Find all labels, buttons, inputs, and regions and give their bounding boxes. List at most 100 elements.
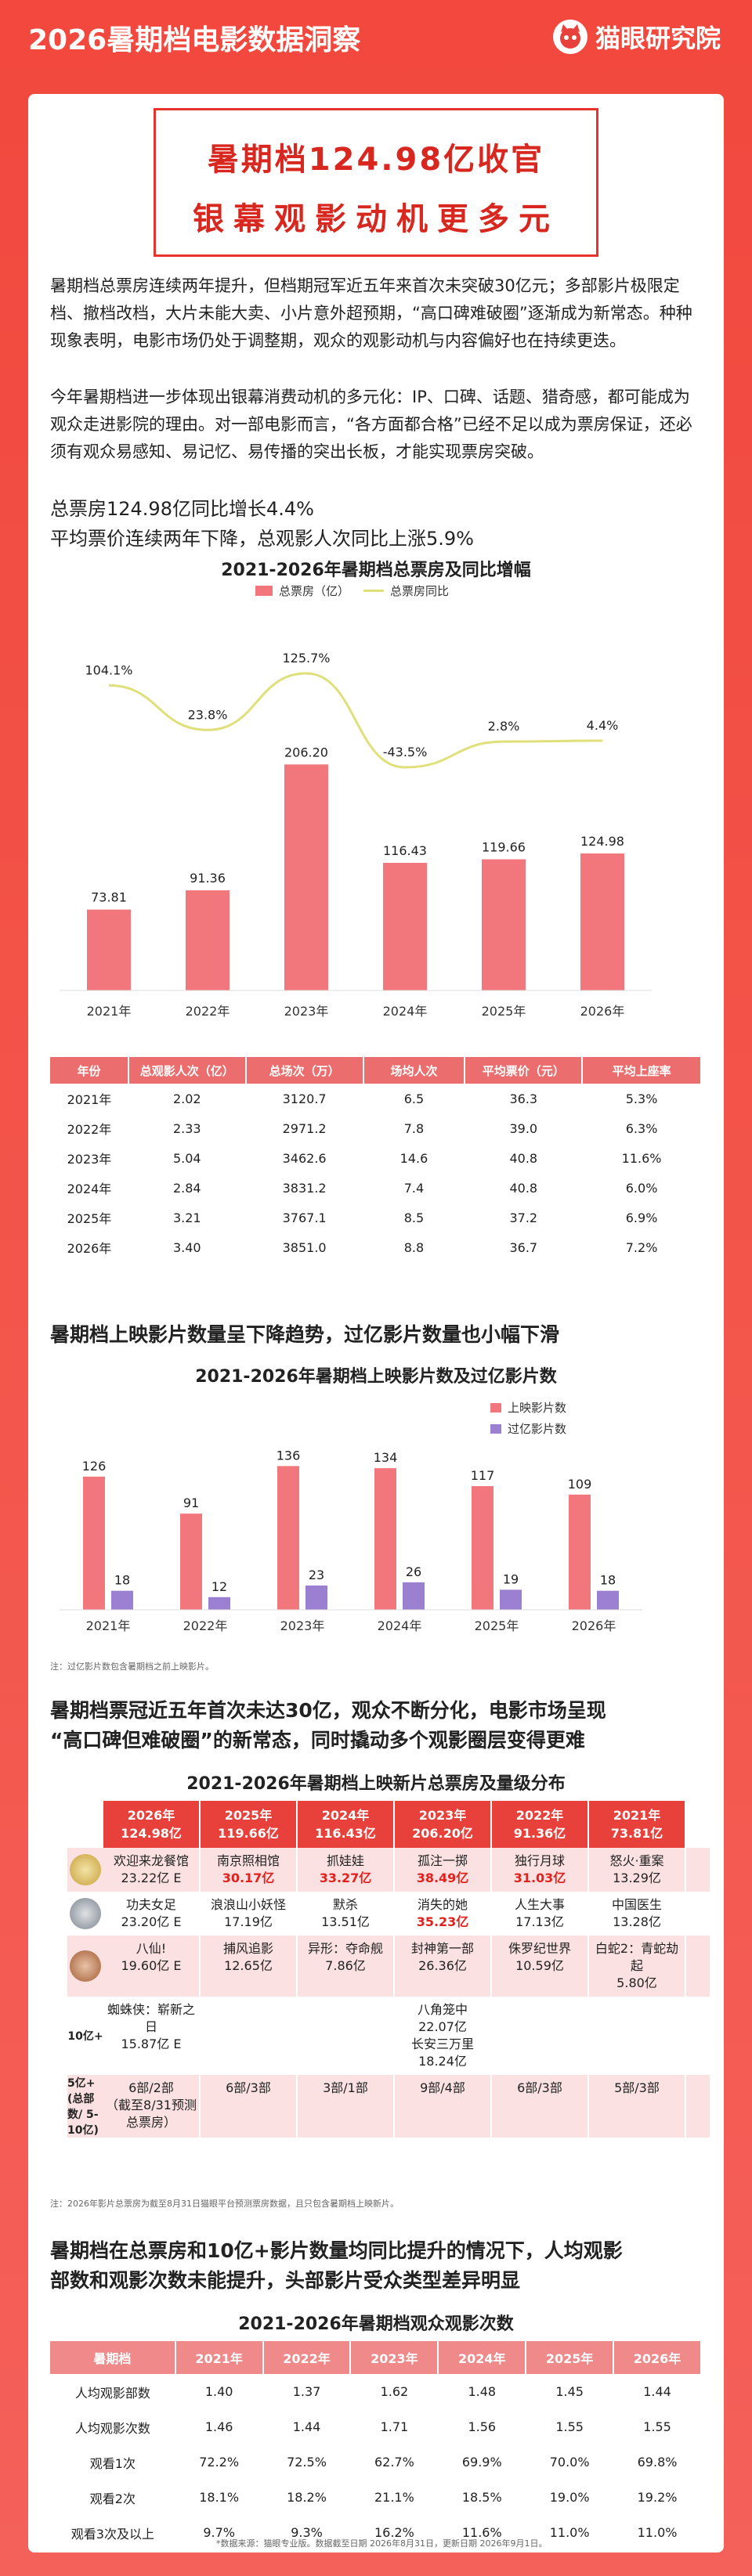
viewing-col-header: 暑期档 [50,2341,176,2374]
viewing-row: 观看2次 18.1% 18.2% 21.1% 18.5% 19.0% 19.2% [50,2480,701,2515]
brand: 猫眼研究院 [552,19,721,55]
film-title: 长安三万里 [410,2037,474,2051]
viewing-cell: 11.0% [637,2525,678,2540]
viewing-col-header: 2021年 [175,2341,264,2374]
released-bar [83,1476,105,1610]
distribution-cell: 蜘蛛侠：崭新之日 15.87亿 E [103,1997,201,2075]
viewing-cell: 72.2% [199,2455,240,2470]
box-office-label: 119.66 [482,839,526,854]
x-tick-label: 2026年 [580,1004,625,1019]
film-box-office: 10.59亿 [515,1958,564,1973]
metrics-row: 2026年 3.40 3851.0 8.8 36.7 7.2% [50,1232,701,1262]
film-title: 独行月球 [514,1853,565,1868]
distribution-year: 2023年 [418,1808,467,1823]
box-office-bar [482,859,526,990]
distribution-cell: 侏罗纪世界 10.59亿 [492,1936,589,1997]
chart-1-legend: 总票房（亿） 总票房同比 [255,583,449,599]
section-3-title-line-2: “高口碑但难破圈”的新常态，同时撬动多个观影圈层变得更难 [50,1729,585,1752]
box-office-label: 73.81 [91,890,127,905]
film-title: 捕风追影 [222,1941,273,1956]
distribution-row: 10亿+ 蜘蛛侠：崭新之日 15.87亿 E 八角笼中 22.07亿 长安三万里 18.24… [67,1997,710,2075]
film-title: 功夫女足 [125,1897,176,1912]
film-title: 蜘蛛侠：崭新之日 [107,2002,195,2034]
distribution-year-header: 2024年 116.43亿 [298,1801,395,1848]
viewing-col-header: 2026年 [613,2341,702,2374]
viewing-table-header: 暑期档 2021年 2022年 2023年 2024年 2025年 2026年 [50,2341,702,2374]
distribution-cell: 9部/4部 [395,2075,492,2138]
film-title: 八仙! [136,1941,167,1956]
cat-eye-logo-icon [552,20,588,54]
viewing-cell: 1.71 [380,2419,409,2434]
metrics-cell: 8.8 [403,1239,425,1255]
film-box-office: （截至8/31预测总票房） [106,2098,197,2130]
film-box-office: 13.29亿 [613,1871,661,1885]
x-tick-label: 2023年 [280,1618,325,1633]
viewing-row: 人均观影次数 1.46 1.44 1.71 1.56 1.55 1.55 [50,2409,701,2444]
distribution-year: 2021年 [613,1808,661,1823]
distribution-cell: 消失的她 35.23亿 [395,1892,492,1936]
box-office-label: 91.36 [190,871,226,886]
viewing-cell: 69.8% [637,2455,678,2470]
x-tick-label: 2025年 [475,1618,519,1633]
film-title: 默杀 [332,1897,358,1912]
metrics-col-header: 平均票价（元） [465,1057,584,1084]
released-label: 91 [183,1495,199,1510]
film-box-office: 7.86亿 [325,1958,366,1973]
box-office-label: 206.20 [284,745,328,759]
film-box-office: 18.24亿 [418,2054,467,2069]
viewing-cell: 1.55 [643,2419,671,2434]
film-box-office: 13.51亿 [321,1914,370,1929]
x-tick-label: 2026年 [572,1618,616,1633]
distribution-cell: 功夫女足 23.20亿 E [103,1892,201,1936]
viewing-row-label: 人均观影部数 [74,2385,150,2401]
viewing-cell: 1.44 [643,2384,671,2399]
metrics-cell: 14.6 [400,1150,428,1166]
legend-label-hundred-million: 过亿影片数 [508,1422,567,1436]
metrics-row: 2023年 5.04 3462.6 14.6 40.8 11.6% [50,1143,701,1173]
distribution-year-header: 2023年 206.20亿 [395,1801,492,1848]
chart-2-legend: 上映影片数 过亿影片数 [490,1399,566,1437]
viewing-row-label: 观看3次及以上 [70,2526,154,2542]
legend-label-box-office: 总票房（亿） [279,584,350,598]
metrics-year: 2021年 [67,1092,112,1107]
distribution-year-total: 119.66亿 [218,1826,279,1841]
viewing-row-label: 观看1次 [89,2455,136,2471]
intro-paragraph-2: 今年暑期档进一步体现出银幕消费动机的多元化：IP、口碑、话题、猎奇感，都可能成为… [50,388,692,461]
metrics-row: 2024年 2.84 3831.2 7.4 40.8 6.0% [50,1173,701,1203]
metrics-year: 2024年 [67,1182,112,1196]
viewing-cell: 18.2% [287,2490,327,2505]
distribution-cell: 中国医生 13.28亿 [589,1892,686,1936]
distribution-year-total: 124.98亿 [121,1826,182,1841]
metrics-year: 2026年 [67,1241,112,1256]
distribution-cell: 欢迎来龙餐馆 23.22亿 E [103,1848,201,1892]
film-title: 6部/3部 [226,2080,271,2095]
section-4-title-line-1: 暑期档在总票房和10亿+影片数量均同比提升的情况下，人均观影 [50,2239,623,2262]
hundred-million-bar [500,1589,522,1610]
metrics-row: 2025年 3.21 3767.1 8.5 37.2 6.9% [50,1203,701,1232]
viewing-cell: 62.7% [374,2455,414,2470]
film-title: 侏罗纪世界 [508,1941,571,1956]
film-title: 9部/4部 [420,2080,465,2095]
metrics-cell: 40.8 [509,1150,538,1166]
distribution-note: 注：2026年影片总票房为截至8月31日猫眼平台预测票房数据，且只包含暑期档上映… [50,2199,399,2209]
stat-line-1: 总票房124.98亿同比增长4.4% [50,498,314,520]
box-office-bar [284,764,328,990]
film-box-office: 17.19亿 [224,1914,273,1929]
chart-1-svg: 73.81 2021年 91.36 2022年 206.20 2023年 116.43 202… [60,651,652,1019]
distribution-cell: 八仙! 19.60亿 E [103,1936,201,1997]
viewing-col-header: 2022年 [262,2341,352,2374]
distribution-row-label: 5亿+ (总部数/ 5-10亿) [67,2077,99,2137]
film-box-office: 35.23亿 [416,1914,469,1929]
released-label: 109 [568,1477,592,1492]
hundred-million-bar [403,1582,425,1610]
film-box-office: 13.28亿 [613,1914,661,1929]
viewing-row-label: 观看2次 [89,2491,136,2506]
viewing-cell: 9.7% [203,2525,235,2540]
released-bar [569,1494,591,1610]
viewing-cell: 1.40 [204,2384,233,2399]
film-title: 抓娃娃 [326,1853,364,1868]
metrics-cell: 3120.7 [282,1091,327,1106]
viewing-row: 人均观影部数 1.40 1.37 1.62 1.48 1.45 1.44 [50,2374,701,2409]
viewing-cell: 69.9% [461,2455,502,2470]
metrics-cell: 6.3% [625,1120,658,1136]
